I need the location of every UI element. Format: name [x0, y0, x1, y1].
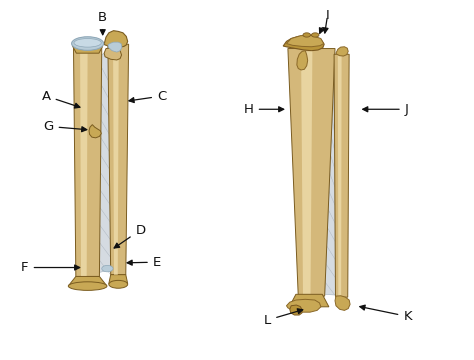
Text: C: C	[129, 90, 166, 103]
Polygon shape	[89, 125, 101, 138]
Polygon shape	[109, 275, 128, 284]
Polygon shape	[104, 48, 121, 60]
Polygon shape	[104, 31, 128, 47]
Polygon shape	[301, 51, 312, 294]
Ellipse shape	[311, 33, 319, 37]
Ellipse shape	[74, 39, 101, 47]
Ellipse shape	[109, 280, 128, 288]
Text: D: D	[114, 224, 146, 248]
Text: F: F	[21, 261, 80, 274]
Polygon shape	[73, 46, 102, 276]
Polygon shape	[108, 44, 128, 275]
Text: G: G	[44, 120, 87, 133]
Text: K: K	[360, 305, 412, 323]
Polygon shape	[98, 51, 111, 273]
Ellipse shape	[102, 265, 113, 272]
Polygon shape	[286, 299, 321, 312]
Text: H: H	[244, 103, 284, 116]
Polygon shape	[338, 56, 342, 296]
Polygon shape	[286, 35, 324, 47]
Polygon shape	[69, 276, 107, 285]
Text: E: E	[127, 256, 161, 269]
Polygon shape	[288, 49, 335, 296]
Polygon shape	[108, 42, 122, 52]
Ellipse shape	[68, 282, 107, 291]
Text: L: L	[264, 309, 303, 327]
Text: A: A	[42, 90, 80, 108]
Polygon shape	[283, 36, 324, 51]
Polygon shape	[289, 294, 329, 307]
Polygon shape	[297, 51, 308, 70]
Ellipse shape	[72, 37, 104, 50]
Polygon shape	[80, 46, 88, 276]
Text: I: I	[319, 9, 329, 33]
Polygon shape	[334, 54, 349, 297]
Polygon shape	[336, 47, 348, 56]
Ellipse shape	[303, 33, 310, 37]
Polygon shape	[73, 46, 103, 53]
Text: J: J	[363, 103, 409, 116]
Polygon shape	[335, 296, 350, 310]
Polygon shape	[325, 52, 336, 295]
Text: B: B	[98, 11, 107, 35]
Polygon shape	[113, 44, 118, 275]
Polygon shape	[290, 305, 302, 315]
